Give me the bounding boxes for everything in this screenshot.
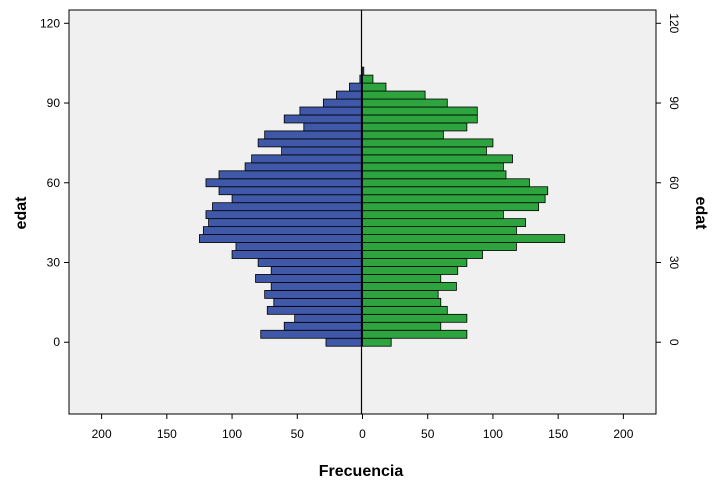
y-left-tick-label: 30 (47, 256, 61, 270)
right-bar-age-57 (363, 187, 548, 195)
left-bar-age-51 (212, 203, 362, 211)
left-bar-age-72 (282, 147, 363, 155)
y-left-tick-label: 60 (47, 176, 61, 190)
left-bar-age-30 (258, 259, 362, 267)
y-left-tick-label: 120 (40, 16, 60, 30)
y-axis-left-title: edat (13, 196, 30, 230)
left-bar-age-48 (206, 211, 363, 219)
right-bar-age-90 (363, 99, 448, 107)
left-bar-age-12 (267, 306, 362, 314)
x-tick-label: 100 (222, 427, 242, 441)
y-left-tick-label: 0 (53, 335, 60, 349)
right-bar-age-96 (363, 83, 386, 91)
x-tick-label: 150 (548, 427, 568, 441)
right-bar-age-3 (363, 330, 467, 338)
x-tick-label: 200 (92, 427, 112, 441)
y-right-tick-label: 0 (667, 339, 681, 346)
left-bar-age-93 (336, 91, 362, 99)
left-bar-age-0 (326, 338, 363, 346)
left-bar-age-96 (349, 83, 362, 91)
right-bar-age-24 (363, 274, 441, 282)
right-bar-age-48 (363, 211, 504, 219)
right-bar-age-66 (363, 163, 504, 171)
left-bar-age-36 (236, 243, 363, 251)
left-bar-age-54 (232, 195, 362, 203)
left-bar-age-45 (209, 219, 363, 227)
left-bar-age-66 (245, 163, 362, 171)
left-bar-age-9 (295, 314, 363, 322)
left-bar-age-63 (219, 171, 362, 179)
right-bar-age-54 (363, 195, 546, 203)
y-axis-left-ticks: 0 30 60 90 120 (40, 16, 69, 349)
left-bar-age-15 (274, 298, 363, 306)
y-right-tick-label: 90 (667, 96, 681, 110)
right-bar-age-51 (363, 203, 539, 211)
left-bar-age-6 (284, 322, 362, 330)
left-bar-age-60 (206, 179, 363, 187)
left-bar-age-69 (252, 155, 363, 163)
left-bar-age-84 (284, 115, 362, 123)
right-bar-age-69 (363, 155, 513, 163)
y-right-tick-label: 30 (667, 256, 681, 270)
right-bar-age-45 (363, 219, 526, 227)
left-bar-age-18 (265, 290, 363, 298)
right-bar-age-93 (363, 91, 426, 99)
right-bar-age-87 (363, 107, 478, 115)
y-right-tick-label: 60 (667, 176, 681, 190)
left-bar-age-21 (271, 282, 362, 290)
right-bar-age-30 (363, 259, 467, 267)
y-axis-right-title: edat (692, 197, 709, 231)
y-left-tick-label: 90 (47, 96, 61, 110)
right-bar-age-78 (363, 131, 444, 139)
right-bar-age-72 (363, 147, 487, 155)
left-bar-age-39 (199, 235, 362, 243)
right-bar-age-27 (363, 266, 458, 274)
right-bar-age-33 (363, 251, 483, 259)
x-axis-ticks: 200 150 100 50 0 50 100 150 200 (92, 414, 634, 441)
x-axis-title: Frecuencia (319, 463, 404, 480)
left-bar-age-78 (265, 131, 363, 139)
right-bar-age-12 (363, 306, 448, 314)
left-bar-age-90 (323, 99, 362, 107)
right-bar-age-75 (363, 139, 493, 147)
x-tick-label: 50 (291, 427, 305, 441)
right-bar-age-15 (363, 298, 441, 306)
left-bar-age-24 (256, 274, 363, 282)
right-bar-age-99 (363, 75, 373, 83)
y-axis-right-ticks: 0 30 60 90 120 (656, 13, 681, 346)
left-bar-age-81 (304, 123, 363, 131)
right-bar-age-42 (363, 227, 517, 235)
left-bar-age-33 (232, 251, 362, 259)
x-tick-label: 150 (157, 427, 177, 441)
right-bar-age-39 (363, 235, 565, 243)
right-bar-age-36 (363, 243, 517, 251)
left-bar-age-3 (261, 330, 363, 338)
right-bar-age-81 (363, 123, 467, 131)
right-bar-age-6 (363, 322, 441, 330)
x-tick-label: 200 (613, 427, 633, 441)
right-bar-age-60 (363, 179, 530, 187)
y-right-tick-label: 120 (667, 13, 681, 33)
right-bar-age-84 (363, 115, 478, 123)
x-tick-label: 50 (421, 427, 435, 441)
right-bar-age-63 (363, 171, 506, 179)
left-bar-age-87 (300, 107, 363, 115)
right-bar-age-102 (363, 67, 364, 75)
right-bar-age-21 (363, 282, 457, 290)
left-bar-age-75 (258, 139, 362, 147)
x-tick-label: 100 (483, 427, 503, 441)
left-bar-age-57 (219, 187, 362, 195)
right-bar-age-18 (363, 290, 439, 298)
right-bar-age-0 (363, 338, 392, 346)
x-tick-label: 0 (359, 427, 366, 441)
left-bar-age-42 (203, 227, 362, 235)
right-bar-age-9 (363, 314, 467, 322)
left-bar-age-27 (271, 266, 362, 274)
